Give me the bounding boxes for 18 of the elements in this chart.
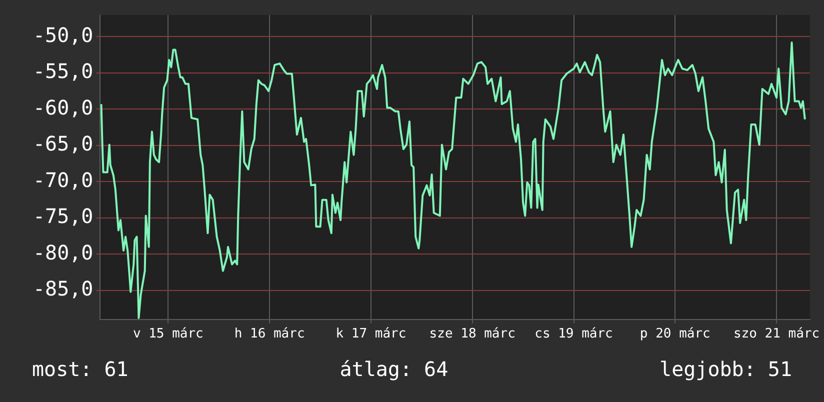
- text: átlag: 64: [340, 357, 448, 381]
- x-tick-label: sze 18 márc: [429, 326, 516, 342]
- y-tick-label: -70,0: [32, 168, 94, 192]
- x-tick-label: h 16 márc: [234, 326, 305, 342]
- x-tick-label: k 17 márc: [336, 326, 406, 342]
- y-tick-label: -80,0: [32, 240, 94, 264]
- y-tick-label: -65,0: [32, 132, 94, 156]
- y-tick-label: -50,0: [32, 22, 94, 47]
- y-tick-label: -85,0: [32, 276, 94, 301]
- y-tick-label: -60,0: [32, 95, 94, 120]
- x-tick-label: v 15 márc: [132, 326, 204, 342]
- x-tick-label: szo 21 márc: [734, 326, 820, 342]
- y-tick-label: -55,0: [32, 59, 94, 84]
- y-tick-label: -75,0: [32, 204, 94, 228]
- x-tick-label: cs 19 márc: [534, 326, 613, 342]
- text: legjobb: 51: [660, 357, 792, 381]
- text: most: 61: [32, 357, 128, 381]
- x-tick-label: p 20 márc: [640, 326, 710, 342]
